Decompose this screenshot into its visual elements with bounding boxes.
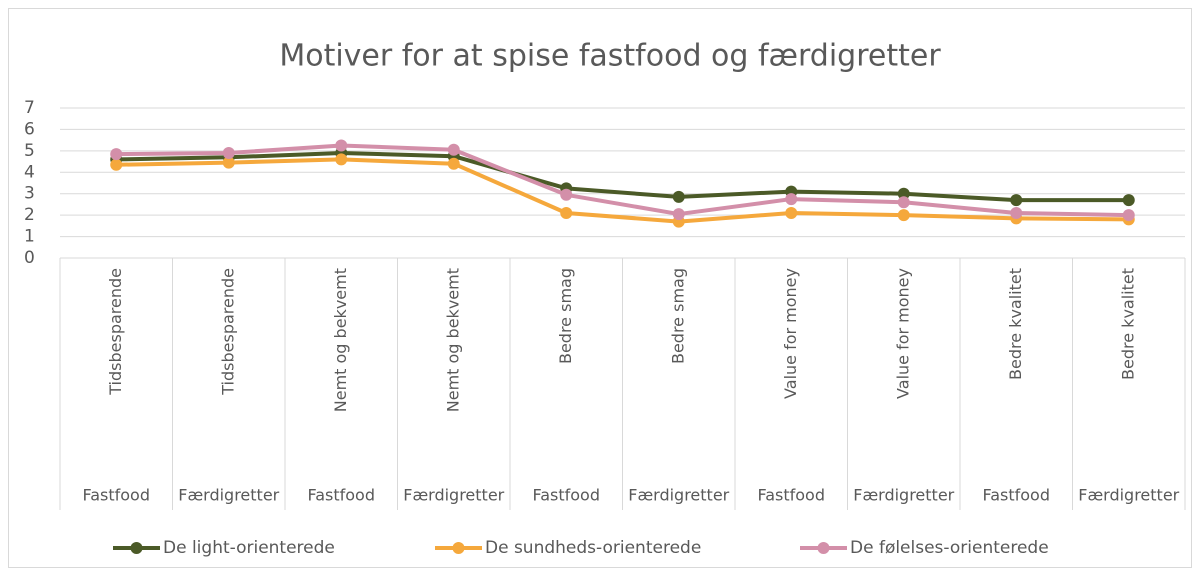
series-marker (447, 143, 460, 156)
y-tick-label: 0 (24, 248, 35, 268)
series-marker (785, 207, 798, 219)
x-tick-label: Bedre kvalitet (1006, 268, 1025, 380)
x-group-label: Fastfood (532, 486, 600, 505)
x-tick-label: Tidsbesparende (106, 268, 125, 396)
series-marker (897, 187, 910, 200)
chart-border (8, 8, 1192, 568)
y-tick-label: 6 (24, 119, 35, 139)
y-tick-label: 5 (24, 141, 35, 161)
series-marker (1010, 207, 1023, 219)
x-group-label: Færdigretter (403, 486, 504, 505)
x-group-label: Fastfood (82, 486, 150, 505)
legend-label: De sundheds-orienterede (485, 538, 701, 558)
x-group-label: Færdigretter (178, 486, 279, 505)
series-marker (560, 188, 573, 201)
series-line (116, 151, 1129, 203)
x-tick-label: Value for money (893, 268, 912, 399)
series-marker (785, 193, 798, 206)
series-marker (1122, 194, 1135, 207)
series-marker (335, 139, 348, 152)
x-tick-label: Bedre smag (668, 268, 687, 364)
y-tick-label: 4 (24, 162, 35, 182)
series-marker (335, 153, 348, 166)
legend-marker (130, 542, 143, 554)
legend-marker (452, 542, 465, 554)
y-tick-label: 3 (24, 184, 35, 204)
x-tick-label: Bedre smag (556, 268, 575, 364)
x-group-label: Fastfood (757, 486, 825, 505)
series-marker (1122, 209, 1135, 222)
series-marker (672, 208, 685, 221)
series-marker (222, 147, 235, 159)
series-line (116, 157, 1129, 224)
x-tick-label: Value for money (781, 268, 800, 399)
series-marker (672, 190, 685, 203)
series-marker (447, 157, 460, 170)
series-marker (222, 156, 235, 169)
chart-title: Motiver for at spise fastfood og færdigr… (279, 39, 941, 74)
y-tick-label: 7 (24, 98, 35, 118)
x-tick-label: Nemt og bekvemt (331, 268, 350, 412)
y-tick-label: 1 (24, 227, 35, 247)
series-marker (1010, 194, 1023, 207)
x-tick-label: Bedre kvalitet (1118, 268, 1137, 380)
x-group-label: Fastfood (982, 486, 1050, 505)
series-line (116, 143, 1129, 218)
series-marker (897, 196, 910, 209)
x-group-label: Færdigretter (1078, 486, 1179, 505)
series-marker (110, 148, 123, 161)
x-group-label: Fastfood (307, 486, 375, 505)
series-marker (897, 209, 910, 222)
y-tick-label: 2 (24, 205, 35, 225)
x-group-label: Færdigretter (628, 486, 729, 505)
legend-marker (817, 542, 830, 554)
legend-label: De følelses-orienterede (850, 538, 1049, 558)
x-tick-label: Nemt og bekvemt (443, 268, 462, 412)
legend-label: De light-orienterede (163, 538, 335, 558)
x-group-label: Færdigretter (853, 486, 954, 505)
series-marker (560, 207, 573, 219)
series-marker (110, 158, 123, 171)
x-tick-label: Tidsbesparende (218, 268, 237, 396)
